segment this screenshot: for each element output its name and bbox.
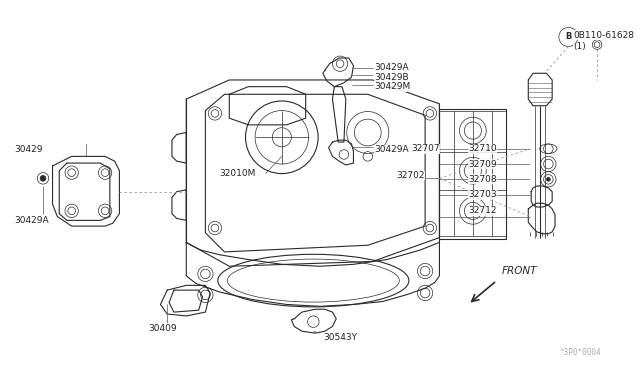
Text: 30429A: 30429A (374, 63, 409, 72)
Text: 30429: 30429 (14, 145, 43, 154)
Text: 32702: 32702 (396, 171, 425, 180)
Text: 30409: 30409 (148, 324, 177, 333)
Text: 30543Y: 30543Y (323, 333, 357, 342)
Text: ^3P0*0004: ^3P0*0004 (560, 348, 602, 357)
Text: FRONT: FRONT (502, 266, 537, 276)
Text: 32712: 32712 (468, 206, 497, 215)
Text: 32708: 32708 (468, 175, 497, 184)
Text: B: B (565, 32, 572, 41)
Text: 32710: 32710 (468, 144, 497, 153)
Text: 32010M: 32010M (220, 169, 256, 178)
Circle shape (40, 176, 46, 181)
Text: 0B110-61628: 0B110-61628 (573, 31, 634, 39)
Text: 32703: 32703 (468, 190, 497, 199)
Text: 32707: 32707 (411, 144, 440, 153)
Text: 30429A: 30429A (374, 145, 409, 154)
Text: (1): (1) (573, 42, 586, 51)
Text: 30429B: 30429B (374, 73, 409, 81)
Text: 30429A: 30429A (14, 216, 49, 225)
Text: 32709: 32709 (468, 160, 497, 169)
Text: 30429M: 30429M (374, 82, 411, 91)
Circle shape (547, 177, 550, 181)
